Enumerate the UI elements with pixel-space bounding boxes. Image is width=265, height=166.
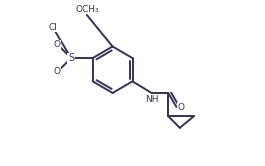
Text: O: O [54, 40, 60, 49]
Text: OCH₃: OCH₃ [75, 5, 99, 14]
Text: O: O [178, 103, 185, 112]
Text: NH: NH [145, 95, 158, 104]
Text: Cl: Cl [48, 23, 57, 32]
Text: S: S [68, 53, 74, 63]
Text: O: O [54, 67, 60, 76]
